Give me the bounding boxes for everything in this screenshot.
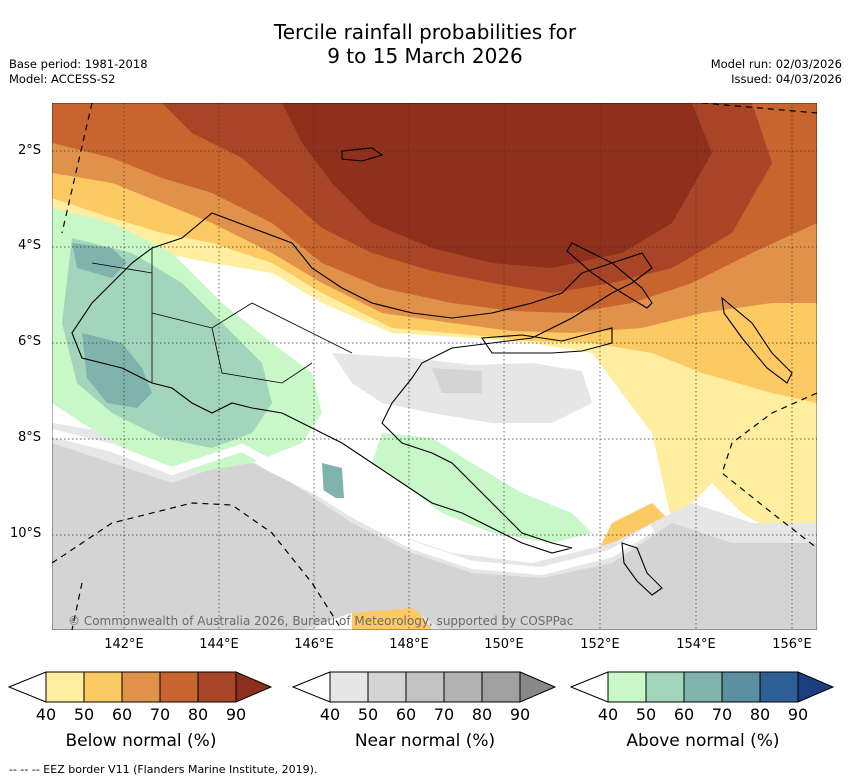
lon-label: 144°E [199,637,239,652]
colorbar-segment [481,671,521,703]
contour-white [52,429,655,576]
above-normal-south-core [322,463,344,498]
colorbar-arrow-left [8,671,47,703]
model-run: Model run: 02/03/2026 [710,57,842,71]
lat-label: 2°S [18,143,42,158]
colorbar-title-above: Above normal (%) [626,731,780,751]
islands-se [621,542,663,596]
colorbar-segment [443,671,483,703]
gridlines [52,103,817,630]
colorbar-segment [683,671,723,703]
colorbar-segment [607,671,647,703]
colorbar-title-below: Below normal (%) [65,731,217,751]
meta-left: Base period: 1981-2018 Model: ACCESS-S2 [9,57,148,87]
colorbar-tick-label: 60 [673,705,695,724]
lon-label: 150°E [484,637,524,652]
title-line1: Tercile rainfall probabilities for [273,20,577,44]
lat-label: 6°S [18,334,42,349]
probability-map [52,103,817,630]
colorbar-arrow-right [519,671,557,703]
new-guinea-coast [71,212,653,554]
colorbar-tick-label: 90 [509,705,531,724]
colorbar-above [570,671,835,703]
colorbar-segment [121,671,161,703]
colorbar-segment [45,671,85,703]
above-normal-70 [82,333,152,408]
province-borders [91,248,353,384]
lat-label: 8°S [18,430,42,445]
issued-date: Issued: 04/03/2026 [731,72,842,86]
colorbar-title-near: Near normal (%) [354,731,496,751]
colorbar-near [292,671,557,703]
map-title: Tercile rainfall probabilities for 9 to … [0,20,850,68]
model-name: Model: ACCESS-S2 [9,72,116,86]
near-normal-center-core [432,368,482,393]
colorbar-tick-label: 40 [35,705,57,724]
colorbar-tick-label: 70 [149,705,171,724]
lon-label: 156°E [772,637,812,652]
colorbar-tick-label: 60 [111,705,133,724]
new-britain-coast [481,327,613,354]
lon-label: 142°E [104,637,144,652]
colorbar-segment [83,671,123,703]
colorbar-arrow-left [292,671,331,703]
colorbar-below [8,671,273,703]
meta-right: Model run: 02/03/2026 Issued: 04/03/2026 [711,57,842,87]
colorbar-arrow-right [797,671,835,703]
colorbar-segment [759,671,799,703]
colorbar-tick-label: 60 [395,705,417,724]
lat-label: 4°S [18,238,42,253]
lon-label: 148°E [389,637,429,652]
eez-footer: -- -- -- EEZ border V11 (Flanders Marine… [9,763,318,776]
map-credit: © Commonwealth of Australia 2026, Bureau… [68,614,574,628]
colorbar-segment [159,671,199,703]
lat-label: 10°S [10,526,42,541]
colorbar-segment [721,671,761,703]
colorbar-tick-label: 70 [711,705,733,724]
colorbar-arrow-left [570,671,609,703]
colorbar-tick-label: 80 [471,705,493,724]
colorbar-tick-label: 80 [187,705,209,724]
bougainville-coast [721,296,793,384]
lon-label: 152°E [580,637,620,652]
colorbar-tick-label: 90 [225,705,247,724]
colorbar-segment [645,671,685,703]
colorbar-segment [197,671,237,703]
above-normal-70b [72,243,127,278]
colorbar-tick-label: 50 [73,705,95,724]
base-period: Base period: 1981-2018 [9,57,148,71]
below-normal-max [282,103,712,268]
lon-label: 154°E [676,637,716,652]
coastlines [71,147,793,596]
new-ireland-coast [566,242,653,309]
near-normal-50 [52,443,817,630]
colorbar-arrow-right [235,671,273,703]
lon-label: 146°E [294,637,334,652]
above-normal-south [372,433,592,543]
title-line2: 9 to 15 March 2026 [327,44,523,68]
eez-borders [52,103,817,630]
colorbar-tick-label: 70 [433,705,455,724]
colorbar-tick-label: 50 [635,705,657,724]
colorbar-segment [367,671,407,703]
colorbar-tick-label: 50 [357,705,379,724]
colorbar-segment [329,671,369,703]
colorbar-tick-label: 40 [597,705,619,724]
colorbar-tick-label: 40 [319,705,341,724]
manus-coast [341,147,384,162]
colorbar-tick-label: 90 [787,705,809,724]
colorbar-tick-label: 80 [749,705,771,724]
colorbar-segment [405,671,445,703]
